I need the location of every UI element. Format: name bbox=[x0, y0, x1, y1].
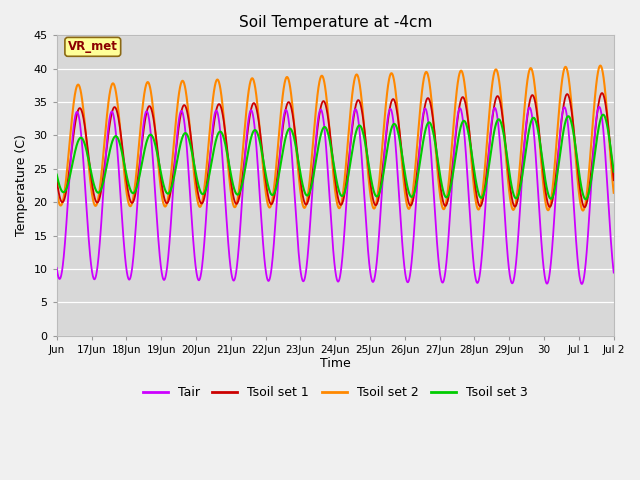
Legend: Tair, Tsoil set 1, Tsoil set 2, Tsoil set 3: Tair, Tsoil set 1, Tsoil set 2, Tsoil se… bbox=[138, 382, 532, 405]
X-axis label: Time: Time bbox=[320, 358, 351, 371]
Y-axis label: Temperature (C): Temperature (C) bbox=[15, 134, 28, 237]
Title: Soil Temperature at -4cm: Soil Temperature at -4cm bbox=[239, 15, 432, 30]
Text: VR_met: VR_met bbox=[68, 40, 118, 53]
